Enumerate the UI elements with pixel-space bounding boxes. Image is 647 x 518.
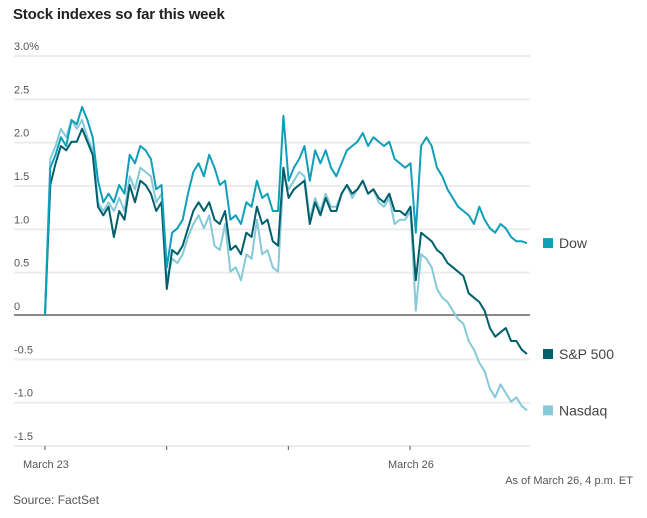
source-note: Source: FactSet	[13, 493, 100, 507]
legend-swatch	[543, 349, 553, 359]
series-line-nasdaq	[44, 119, 528, 412]
y-axis-ticks: 3.0% 2.5 2.0 1.5 1.0 0.5 0 -0.5 -1.0 -1.5	[14, 41, 39, 443]
series-line-dow	[44, 106, 528, 316]
chart-title: Stock indexes so far this week	[13, 6, 225, 23]
series-lines	[44, 106, 528, 412]
y-tick-label: 1.5	[14, 171, 29, 183]
x-tick-label: March 26	[388, 459, 434, 471]
legend: Dow S&P 500 Nasdaq	[543, 235, 614, 418]
legend-swatch	[543, 238, 553, 249]
y-tick-label: -1.0	[14, 388, 33, 400]
as-of-note: As of March 26, 4 p.m. ET	[505, 475, 633, 487]
y-tick-label: 2.5	[14, 84, 29, 96]
y-tick-label: 1.0	[14, 214, 29, 226]
x-tick-label: March 23	[23, 459, 69, 471]
y-tick-label: 2.0	[14, 128, 29, 140]
grid-lines	[14, 55, 530, 447]
y-tick-label: 3.0%	[14, 41, 39, 53]
y-tick-label: 0.5	[14, 258, 29, 270]
legend-label: Nasdaq	[559, 402, 607, 418]
y-tick-label: -1.5	[14, 431, 33, 443]
series-line-s-p-500	[44, 127, 528, 355]
legend-swatch	[543, 405, 553, 416]
legend-label: Dow	[559, 235, 588, 251]
y-tick-label: -0.5	[14, 344, 33, 356]
legend-label: S&P 500	[559, 346, 614, 362]
x-axis: March 23 March 26	[23, 446, 434, 471]
y-tick-label: 0	[14, 301, 20, 313]
